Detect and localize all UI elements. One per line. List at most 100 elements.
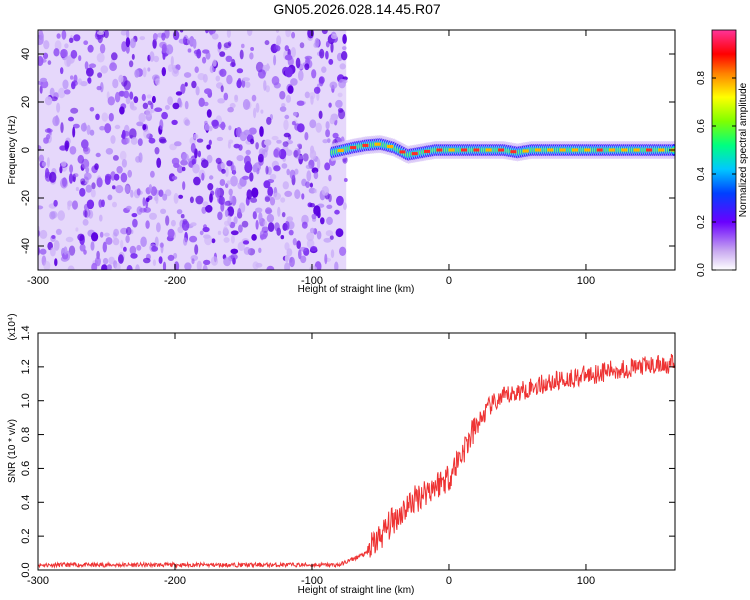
noise-speckle: [309, 119, 317, 129]
noise-speckle: [326, 216, 333, 225]
noise-speckle: [310, 95, 314, 105]
noise-speckle: [217, 230, 222, 235]
noise-speckle: [165, 189, 172, 197]
noise-speckle: [294, 123, 301, 131]
noise-speckle: [126, 137, 130, 144]
noise-speckle: [265, 85, 271, 93]
noise-speckle: [217, 211, 223, 221]
noise-speckle: [202, 56, 207, 64]
noise-speckle: [257, 69, 266, 79]
noise-speckle: [286, 248, 293, 257]
noise-speckle: [187, 48, 192, 53]
noise-speckle: [131, 53, 135, 60]
noise-speckle: [306, 170, 312, 182]
noise-speckle: [273, 192, 281, 200]
noise-speckle: [284, 114, 290, 120]
noise-speckle: [328, 174, 332, 182]
snr-x-tick-label: 100: [577, 575, 595, 587]
spectrogram-x-tick-label: 0: [446, 275, 452, 287]
noise-speckle: [208, 139, 212, 146]
noise-speckle: [161, 32, 166, 41]
noise-speckle: [226, 160, 233, 167]
noise-speckle: [330, 249, 335, 259]
noise-speckle: [313, 86, 321, 94]
noise-speckle: [301, 214, 309, 225]
noise-speckle: [233, 216, 238, 225]
noise-speckle: [77, 154, 85, 164]
noise-speckle: [286, 149, 293, 156]
noise-speckle: [96, 85, 102, 91]
noise-speckle: [230, 248, 239, 254]
noise-speckle: [211, 119, 219, 127]
ridge-peak: [485, 148, 492, 152]
noise-speckle: [219, 51, 226, 57]
noise-speckle: [204, 124, 210, 131]
noise-speckle: [236, 79, 242, 89]
noise-speckle: [281, 212, 286, 218]
noise-speckle: [38, 205, 44, 210]
noise-speckle: [310, 246, 318, 252]
noise-speckle: [73, 123, 80, 129]
snr-y-tick-label: 0.2: [20, 528, 32, 543]
noise-speckle: [49, 87, 55, 98]
noise-speckle: [226, 180, 232, 185]
noise-speckle: [119, 150, 127, 161]
noise-speckle: [73, 34, 81, 42]
noise-speckle: [330, 42, 334, 53]
snr-frame: [37, 332, 676, 571]
noise-speckle: [50, 247, 56, 257]
noise-speckle: [251, 187, 259, 198]
noise-speckle: [83, 146, 91, 155]
noise-speckle: [112, 155, 119, 161]
noise-speckle: [61, 161, 67, 168]
ridge-peak: [658, 148, 665, 152]
noise-speckle: [227, 107, 234, 113]
noise-speckle: [90, 188, 96, 198]
ridge-peak: [609, 148, 615, 152]
noise-speckle: [280, 197, 286, 203]
noise-speckle: [324, 253, 328, 265]
ridge-peak: [646, 148, 652, 152]
ridge-peak: [633, 148, 640, 152]
noise-speckle: [78, 55, 82, 62]
noise-speckle: [241, 220, 249, 228]
noise-speckle: [120, 30, 128, 36]
noise-speckle: [325, 121, 330, 130]
noise-speckle: [197, 150, 201, 158]
noise-speckle: [154, 236, 159, 248]
noise-speckle: [337, 92, 343, 98]
noise-speckle: [178, 194, 184, 199]
noise-speckle: [38, 55, 44, 67]
noise-speckle: [255, 262, 263, 268]
noise-speckle: [152, 38, 157, 49]
noise-speckle: [259, 126, 264, 137]
colorbar-tick-label: 0.6: [696, 119, 707, 133]
noise-speckle: [225, 55, 233, 62]
noise-speckle: [275, 30, 280, 33]
ridge-peak: [547, 148, 554, 152]
noise-speckle: [328, 58, 334, 65]
noise-speckle: [161, 111, 169, 120]
noise-speckle: [102, 241, 108, 253]
noise-speckle: [194, 66, 199, 73]
noise-speckle: [104, 232, 110, 237]
noise-speckle: [88, 209, 94, 219]
noise-speckle: [149, 51, 155, 62]
noise-speckle: [54, 258, 58, 267]
noise-speckle: [79, 243, 86, 252]
noise-speckle: [323, 237, 332, 243]
noise-speckle: [291, 31, 296, 39]
noise-speckle: [82, 219, 89, 226]
noise-speckle: [265, 165, 269, 175]
noise-speckle: [201, 172, 205, 181]
noise-speckle: [108, 256, 115, 265]
noise-speckle: [59, 165, 63, 174]
noise-speckle: [215, 75, 221, 82]
spectrogram-y-tick-label: 40: [20, 48, 32, 60]
noise-speckle: [125, 37, 131, 48]
noise-speckle: [202, 73, 208, 83]
noise-speckle: [39, 32, 44, 41]
noise-speckle: [123, 80, 131, 91]
noise-speckle: [231, 58, 236, 68]
